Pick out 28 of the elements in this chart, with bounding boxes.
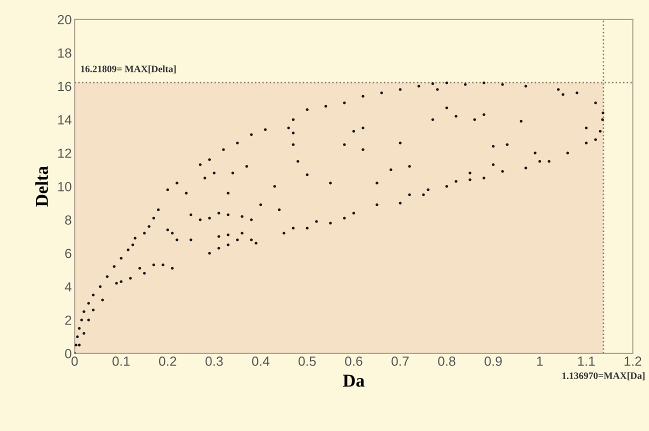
y-tick-label: 2 <box>65 316 72 325</box>
ref-line-label: 1.136970=MAX[Da] <box>562 372 645 380</box>
y-tick-label: 20 <box>58 14 72 24</box>
x-tick-label: 0.1 <box>112 356 130 366</box>
x-tick-label: 0.7 <box>392 356 409 366</box>
x-tick-label: 0.5 <box>298 356 316 366</box>
x-tick-label: 0.6 <box>345 356 362 366</box>
x-tick-label: 1 <box>537 356 543 366</box>
x-tick-label: 0.3 <box>206 356 223 366</box>
x-tick-label: 1.1 <box>578 356 595 366</box>
y-tick-label: 8 <box>65 215 72 225</box>
x-tick-label: 0.2 <box>159 356 176 366</box>
y-tick-label: 14 <box>58 115 72 124</box>
x-axis-title: Da <box>342 374 364 387</box>
x-tick-label: 0.8 <box>438 356 456 366</box>
y-tick-label: 0 <box>65 348 72 358</box>
x-tick-label: 1.2 <box>624 356 642 366</box>
x-tick-label: 0.9 <box>484 356 502 366</box>
x-tick-label: 0 <box>71 356 78 366</box>
y-tick-label: 6 <box>65 248 72 258</box>
y-tick-label: 10 <box>58 182 72 192</box>
y-tick-label: 18 <box>58 48 72 58</box>
y-tick-label: 16 <box>58 82 72 92</box>
y-axis-title: Delta <box>35 166 48 207</box>
x-tick-label: 0.4 <box>252 356 270 366</box>
y-tick-label: 12 <box>58 148 72 158</box>
y-tick-label: 4 <box>64 282 72 292</box>
ref-line-label: 16.21809= MAX[Delta] <box>80 65 176 74</box>
